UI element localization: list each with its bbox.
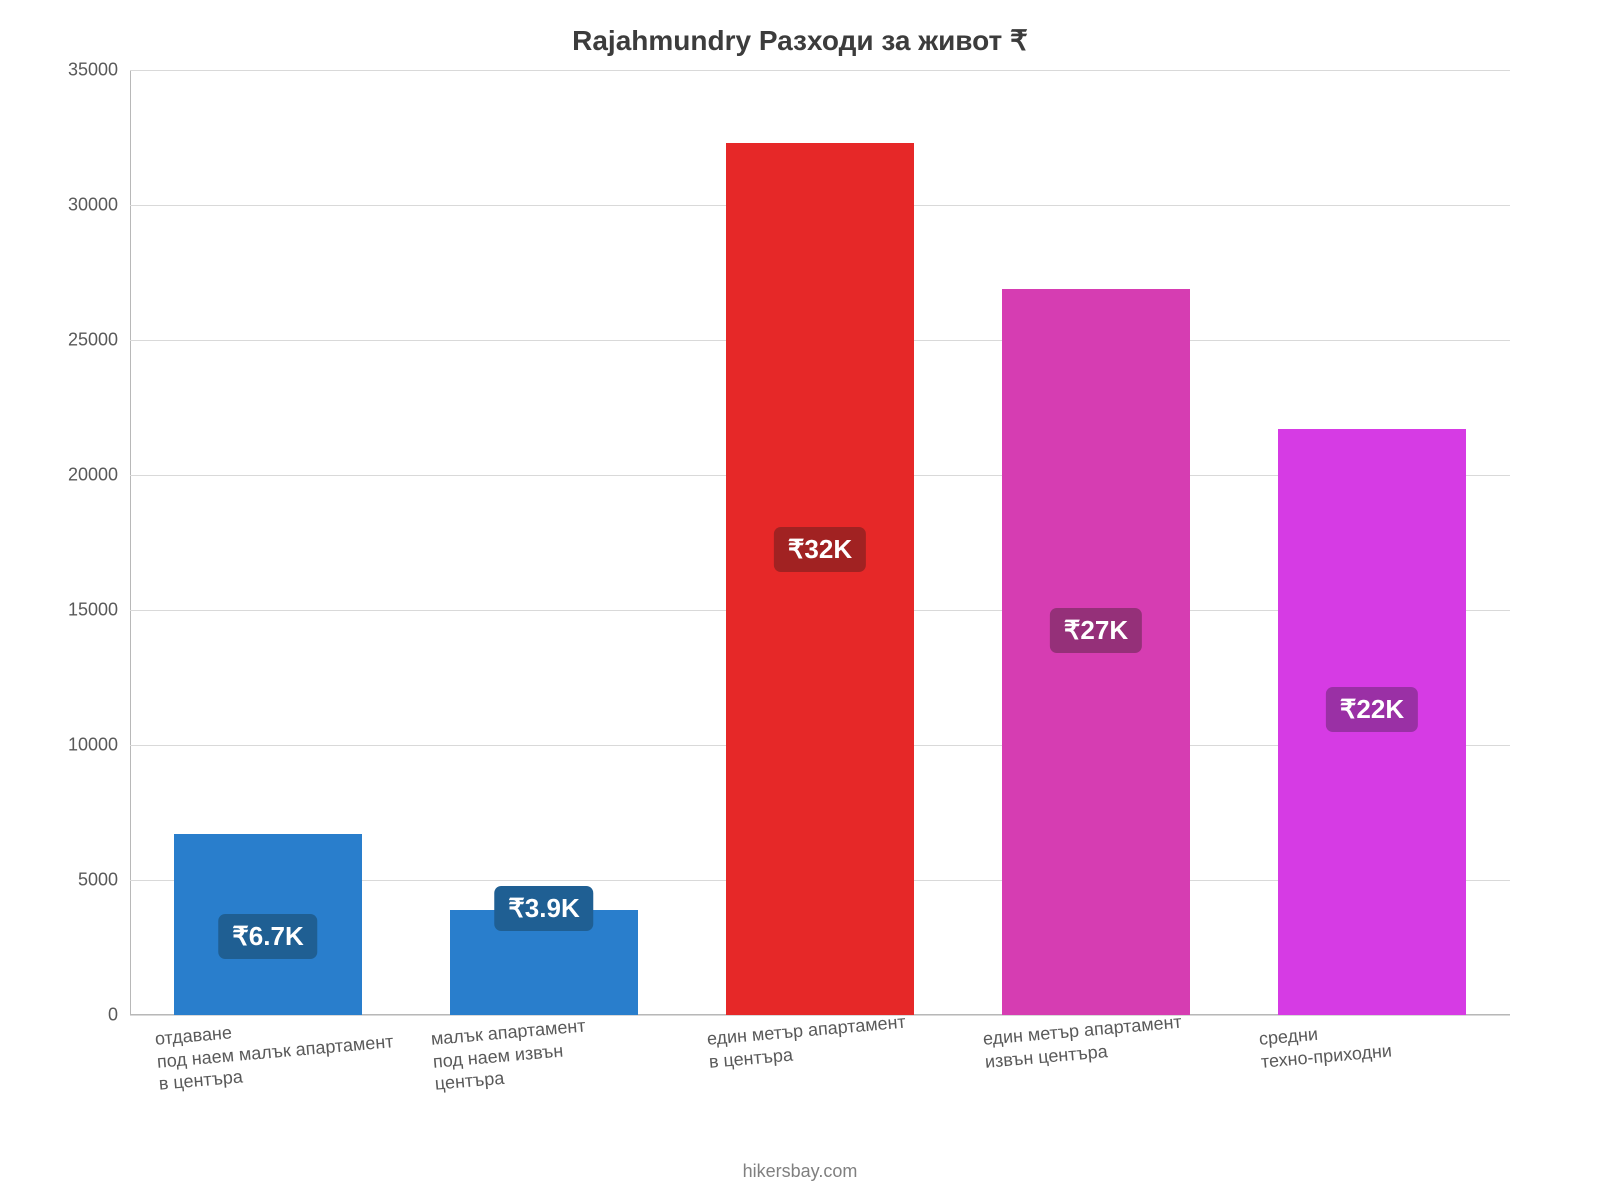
y-tick-label: 15000: [68, 600, 118, 621]
bar: [726, 143, 914, 1015]
y-tick-label: 25000: [68, 330, 118, 351]
y-axis-ticks: 05000100001500020000250003000035000: [0, 70, 130, 1015]
y-tick-label: 10000: [68, 735, 118, 756]
x-tick-label: отдаване под наем малък апартамент в цен…: [154, 1007, 396, 1095]
plot-area: ₹6.7K ₹3.9K ₹32K ₹27K ₹22K: [130, 70, 1510, 1015]
y-axis-line: [130, 70, 131, 1015]
chart-title: Rajahmundry Разходи за живот ₹: [0, 24, 1600, 57]
value-badge: ₹6.7K: [218, 914, 317, 959]
y-tick-label: 30000: [68, 195, 118, 216]
grid-line: [130, 70, 1510, 71]
value-badge: ₹3.9K: [494, 886, 593, 931]
value-badge: ₹22K: [1326, 687, 1418, 732]
value-badge: ₹32K: [774, 527, 866, 572]
x-tick-label: средни техно-приходни: [1258, 1017, 1393, 1073]
x-tick-label: малък апартамент под наем извън центъра: [430, 1014, 590, 1095]
value-badge: ₹27K: [1050, 608, 1142, 653]
x-tick-label: един метър апартамент извън центъра: [982, 1011, 1185, 1073]
x-tick-label: един метър апартамент в центъра: [706, 1011, 909, 1073]
y-tick-label: 0: [108, 1005, 118, 1026]
y-tick-label: 35000: [68, 60, 118, 81]
chart-container: Rajahmundry Разходи за живот ₹ ₹6.7K ₹3.9…: [0, 0, 1600, 1200]
y-tick-label: 5000: [78, 870, 118, 891]
chart-footer: hikersbay.com: [0, 1161, 1600, 1182]
y-tick-label: 20000: [68, 465, 118, 486]
